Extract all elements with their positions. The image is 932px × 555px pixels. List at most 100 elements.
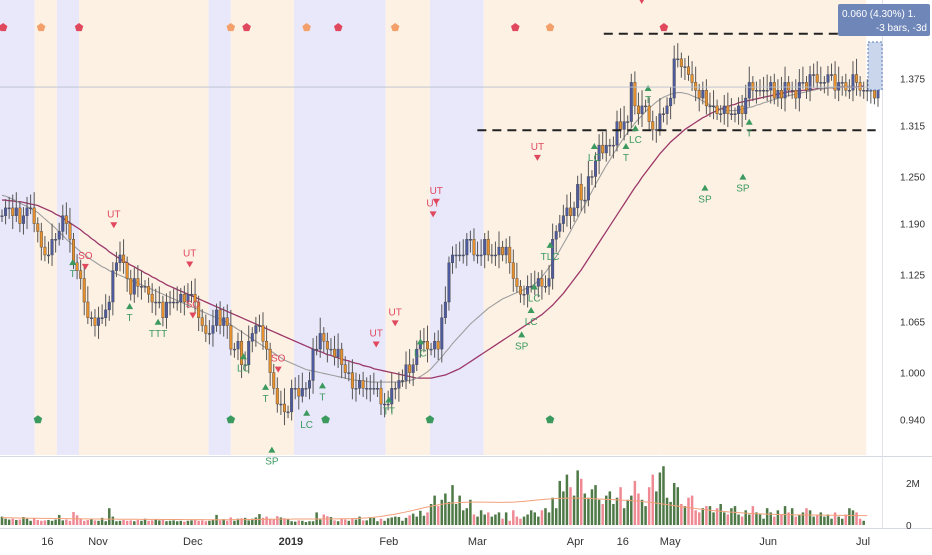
- candle-body: [837, 82, 841, 91]
- pentagon-marker: [321, 415, 330, 424]
- volume-bar: [140, 520, 143, 525]
- volume-bar: [243, 517, 247, 525]
- candle-body: [486, 239, 490, 256]
- signal-arrow-up: [416, 338, 424, 345]
- candle-body: [665, 105, 669, 114]
- pentagon-marker: [0, 23, 8, 32]
- candle-body: [762, 90, 766, 92]
- signal-label: TLC: [541, 252, 560, 263]
- candle-body: [207, 333, 211, 335]
- candle-body: [661, 113, 665, 115]
- volume-bar: [218, 520, 222, 525]
- candle-body: [501, 246, 505, 256]
- candle-body: [14, 207, 18, 216]
- volume-bar: [469, 499, 472, 525]
- candle-body: [619, 121, 623, 130]
- signal-label: SP: [265, 457, 279, 468]
- candle-body: [182, 293, 186, 303]
- candle-body: [722, 105, 726, 114]
- volume-bar: [436, 506, 440, 525]
- volume-bar: [283, 518, 286, 525]
- candle-body: [358, 380, 362, 389]
- candle-body: [772, 82, 776, 99]
- signal-arrow-up: [303, 409, 311, 416]
- volume-bar: [633, 480, 637, 525]
- volume-bar: [862, 520, 865, 525]
- moving-averages: [1, 85, 864, 383]
- volume-bar: [254, 517, 258, 525]
- candle-body: [64, 215, 68, 224]
- candle-body: [476, 254, 480, 257]
- volume-bar: [690, 495, 694, 525]
- volume-bar: [479, 510, 483, 525]
- signal-arrow-down: [274, 366, 282, 373]
- candle-body: [615, 121, 619, 146]
- candle-body: [329, 348, 333, 351]
- candle-body: [336, 348, 340, 358]
- candle-body: [855, 74, 859, 83]
- signal-arrow-up: [622, 143, 630, 150]
- candle-body: [797, 82, 801, 99]
- volume-bar: [433, 495, 436, 525]
- candle-body: [261, 325, 265, 342]
- background-bands: [0, 0, 867, 455]
- signal-label: UT: [388, 307, 401, 318]
- candle-body: [82, 278, 86, 303]
- volume-bar: [411, 513, 415, 525]
- volume-bar: [805, 508, 808, 525]
- candle-body: [318, 333, 322, 350]
- candle-body: [43, 246, 47, 256]
- volume-bar: [143, 518, 147, 525]
- candle-body: [830, 74, 834, 76]
- candle-body: [543, 286, 547, 288]
- candle-body: [386, 403, 390, 406]
- candle-body: [75, 262, 79, 271]
- candle-body: [107, 301, 111, 311]
- candle-body: [826, 74, 830, 83]
- volume-bar: [161, 519, 165, 525]
- volume-tick-label: 0: [906, 521, 912, 532]
- signal-label: T: [319, 392, 325, 403]
- candle-body: [86, 301, 90, 318]
- candle-body: [11, 207, 15, 216]
- signal-arrow-down: [110, 222, 118, 229]
- volume-bar: [655, 491, 658, 525]
- candle-body: [658, 113, 662, 130]
- candle-body: [708, 105, 712, 108]
- volume-bar: [837, 516, 840, 525]
- volume-bar: [680, 504, 683, 525]
- candle-body: [644, 105, 648, 108]
- volume-bar: [419, 510, 422, 525]
- candle-body: [751, 82, 755, 91]
- candle-body: [601, 144, 605, 154]
- pentagon-marker: [242, 23, 251, 32]
- volume-bar: [697, 512, 701, 525]
- volume-bar: [712, 512, 715, 525]
- candle-body: [186, 293, 190, 303]
- volume-bar: [701, 508, 705, 525]
- volume-bar: [708, 506, 712, 525]
- volume-bar: [594, 485, 597, 525]
- volume-bar: [361, 520, 365, 525]
- candle-body: [433, 341, 437, 350]
- volume-bar: [647, 487, 651, 525]
- signal-label: SO: [78, 251, 93, 262]
- pentagon-marker: [36, 23, 46, 32]
- volume-bar: [290, 521, 293, 525]
- volume-bar: [86, 519, 90, 525]
- time-tick-label: Feb: [379, 536, 398, 548]
- volume-bar: [183, 521, 186, 525]
- candle-body: [308, 380, 311, 389]
- candle-body: [408, 364, 412, 373]
- volume-bar: [762, 518, 765, 525]
- volume-bar: [812, 516, 815, 525]
- time-tick-label: Nov: [88, 536, 108, 548]
- volume-bar: [790, 508, 794, 525]
- volume-bar: [687, 497, 690, 525]
- volume-bar: [204, 521, 208, 525]
- volume-bar: [540, 510, 544, 525]
- signal-label: LC: [588, 153, 601, 164]
- candle-body: [143, 286, 147, 288]
- volume-bar: [587, 497, 590, 525]
- candle-body: [18, 207, 22, 224]
